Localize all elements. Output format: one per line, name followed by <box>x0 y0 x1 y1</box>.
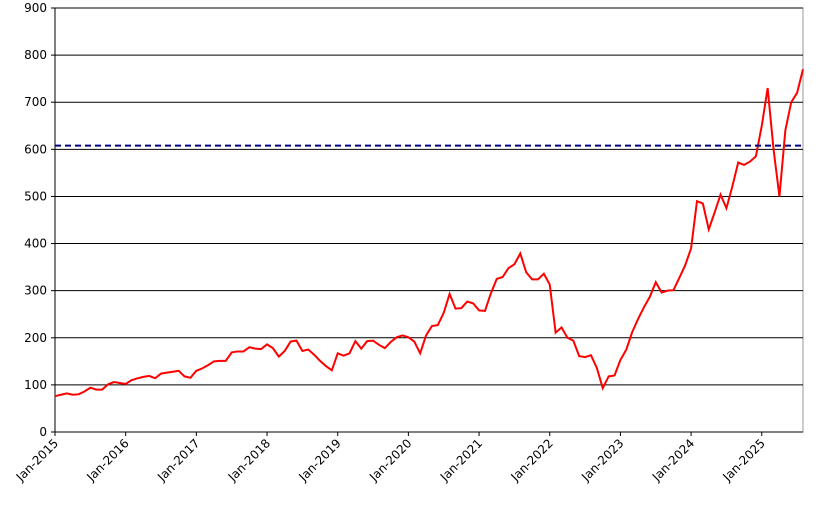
y-tick-label: 100 <box>24 378 47 392</box>
y-tick-label: 300 <box>24 284 47 298</box>
y-tick-label: 600 <box>24 142 47 156</box>
x-tick-label: Jan-2015 <box>13 436 61 484</box>
y-tick-label: 500 <box>24 189 47 203</box>
x-tick-label: Jan-2025 <box>720 436 768 484</box>
x-tick-label: Jan-2021 <box>437 436 485 484</box>
x-tick-label: Jan-2022 <box>508 436 556 484</box>
x-tick-label: Jan-2019 <box>295 436 343 484</box>
y-tick-label: 800 <box>24 48 47 62</box>
x-tick-label: Jan-2023 <box>578 436 626 484</box>
x-tick-label: Jan-2017 <box>154 436 202 484</box>
y-tick-label: 0 <box>39 425 47 439</box>
x-tick-label: Jan-2018 <box>225 436 273 484</box>
plot-area <box>54 7 804 433</box>
x-tick-label: Jan-2024 <box>649 436 697 484</box>
y-tick-label: 900 <box>24 1 47 15</box>
x-tick-label: Jan-2020 <box>366 436 414 484</box>
x-tick-label: Jan-2016 <box>83 436 131 484</box>
y-tick-label: 200 <box>24 331 47 345</box>
y-tick-label: 400 <box>24 237 47 251</box>
price-line <box>54 68 804 398</box>
y-tick-label: 700 <box>24 95 47 109</box>
